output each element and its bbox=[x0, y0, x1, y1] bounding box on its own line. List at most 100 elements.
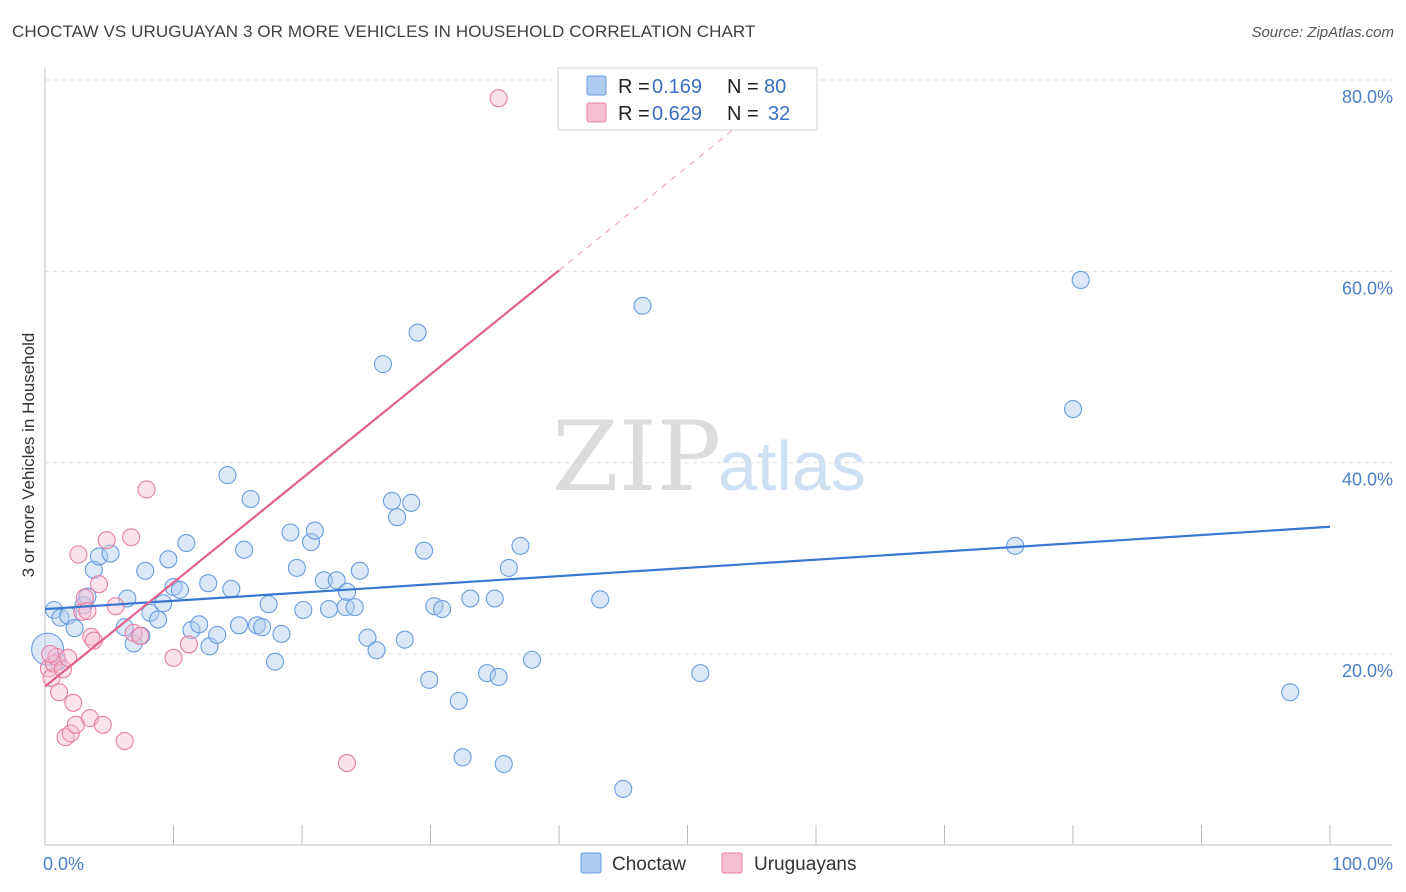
uruguayan-point bbox=[53, 660, 73, 679]
uruguayan-point bbox=[137, 480, 156, 499]
axes bbox=[44, 68, 1392, 846]
x-tick-labels: 0.0% 100.0% bbox=[43, 854, 1393, 874]
choctaw-point bbox=[265, 652, 285, 671]
bottom-legend-uruguayan: Uruguayans bbox=[754, 854, 856, 875]
choctaw-point bbox=[1063, 400, 1083, 419]
choctaw-point bbox=[149, 610, 168, 629]
gridlines bbox=[45, 79, 1392, 655]
choctaw-trend-line bbox=[44, 525, 1331, 611]
x-tick-label-1: 100.0% bbox=[1332, 854, 1393, 874]
choctaw-point bbox=[633, 296, 652, 315]
legend-n-value-uruguayan: 32 bbox=[768, 103, 790, 125]
choctaw-point bbox=[485, 589, 504, 608]
choctaw-point bbox=[136, 561, 155, 580]
choctaw-point bbox=[477, 664, 497, 683]
choctaw-point bbox=[154, 594, 173, 613]
bottom-legend: Choctaw Uruguayans bbox=[580, 852, 856, 875]
choctaw-point bbox=[253, 618, 272, 637]
source-credit: Source: ZipAtlas.com bbox=[1251, 24, 1394, 41]
choctaw-point bbox=[229, 616, 249, 635]
uruguayan-point bbox=[89, 575, 109, 594]
choctaw-point bbox=[218, 466, 237, 485]
choctaw-point bbox=[177, 533, 196, 553]
legend-swatch-uruguayan bbox=[586, 102, 607, 123]
choctaw-point bbox=[614, 779, 633, 798]
y-tick-label-3: 80.0% bbox=[1342, 87, 1393, 107]
choctaw-point bbox=[420, 670, 439, 689]
uruguayan-point bbox=[69, 545, 88, 564]
choctaw-point bbox=[287, 558, 306, 577]
choctaw-point bbox=[159, 550, 178, 569]
uruguayan-point bbox=[50, 683, 69, 702]
choctaw-point bbox=[141, 603, 160, 622]
uruguayan-point bbox=[64, 693, 83, 712]
choctaw-point bbox=[358, 628, 377, 647]
choctaw-point bbox=[272, 624, 291, 643]
uruguayan-point bbox=[97, 531, 116, 550]
uruguayan-point bbox=[61, 724, 80, 743]
bottom-legend-swatch-uruguayan bbox=[721, 852, 743, 874]
uruguayan-point bbox=[59, 648, 78, 667]
choctaw-point bbox=[115, 618, 134, 637]
choctaw-point bbox=[494, 754, 513, 774]
uruguayan-point bbox=[93, 715, 112, 734]
choctaw-point bbox=[350, 561, 369, 580]
watermark-zip: ZIP bbox=[552, 401, 721, 513]
choctaw-point bbox=[388, 508, 407, 527]
trend-lines bbox=[44, 124, 1331, 688]
choctaw-point bbox=[101, 544, 120, 563]
choctaw-point bbox=[382, 491, 402, 510]
legend-r-value-uruguayan: 0.629 bbox=[652, 103, 702, 125]
uruguayan-point bbox=[115, 732, 134, 751]
watermark-atlas: atlas bbox=[718, 427, 866, 505]
choctaw-points bbox=[31, 270, 1300, 798]
legend-r-label-choctaw: R = bbox=[618, 76, 650, 98]
uruguayan-trend-extension bbox=[558, 124, 740, 271]
chart-title: CHOCTAW VS URUGUAYAN 3 OR MORE VEHICLES … bbox=[12, 22, 756, 41]
y-tick-labels: 20.0% 40.0% 60.0% 80.0% bbox=[1342, 87, 1393, 681]
choctaw-point bbox=[337, 582, 357, 601]
choctaw-point bbox=[345, 598, 364, 617]
choctaw-point bbox=[1281, 683, 1300, 702]
uruguayan-point bbox=[489, 89, 508, 108]
y-tick-label-0: 20.0% bbox=[1342, 661, 1393, 681]
choctaw-point bbox=[489, 667, 508, 687]
choctaw-point bbox=[408, 323, 427, 342]
uruguayan-point bbox=[337, 754, 357, 773]
choctaw-point bbox=[222, 579, 241, 598]
legend-swatch-choctaw bbox=[586, 75, 607, 96]
choctaw-point bbox=[449, 691, 468, 710]
choctaw-point bbox=[511, 536, 530, 555]
y-tick-label-2: 60.0% bbox=[1342, 278, 1393, 298]
choctaw-point bbox=[314, 571, 333, 590]
choctaw-point bbox=[461, 589, 480, 608]
uruguayan-point bbox=[122, 528, 141, 547]
uruguayan-point bbox=[106, 597, 125, 616]
choctaw-point bbox=[367, 641, 386, 660]
uruguayan-trend-line bbox=[44, 269, 560, 688]
choctaw-point bbox=[259, 595, 278, 614]
uruguayan-point bbox=[131, 626, 150, 645]
choctaw-point bbox=[319, 599, 339, 619]
choctaw-point bbox=[294, 600, 313, 620]
y-axis-label: 3 or more Vehicles in Household bbox=[19, 333, 38, 578]
choctaw-point bbox=[522, 650, 542, 669]
choctaw-point bbox=[281, 523, 300, 542]
choctaw-point bbox=[235, 540, 254, 559]
choctaw-point bbox=[170, 580, 189, 599]
bottom-legend-swatch-choctaw bbox=[580, 852, 602, 874]
choctaw-point bbox=[301, 533, 321, 552]
bottom-legend-choctaw: Choctaw bbox=[612, 854, 686, 875]
choctaw-point bbox=[327, 571, 346, 590]
choctaw-point bbox=[84, 560, 103, 579]
choctaw-point bbox=[65, 619, 84, 638]
choctaw-point bbox=[433, 599, 452, 619]
legend: R = 0.169 N = 80 R = 0.629 N = 32 bbox=[557, 67, 818, 131]
choctaw-point bbox=[241, 489, 260, 509]
choctaw-point bbox=[199, 574, 218, 593]
choctaw-point bbox=[499, 558, 518, 577]
choctaw-point bbox=[89, 547, 109, 566]
choctaw-point bbox=[373, 355, 393, 374]
choctaw-point bbox=[691, 664, 710, 683]
choctaw-point bbox=[453, 748, 472, 767]
